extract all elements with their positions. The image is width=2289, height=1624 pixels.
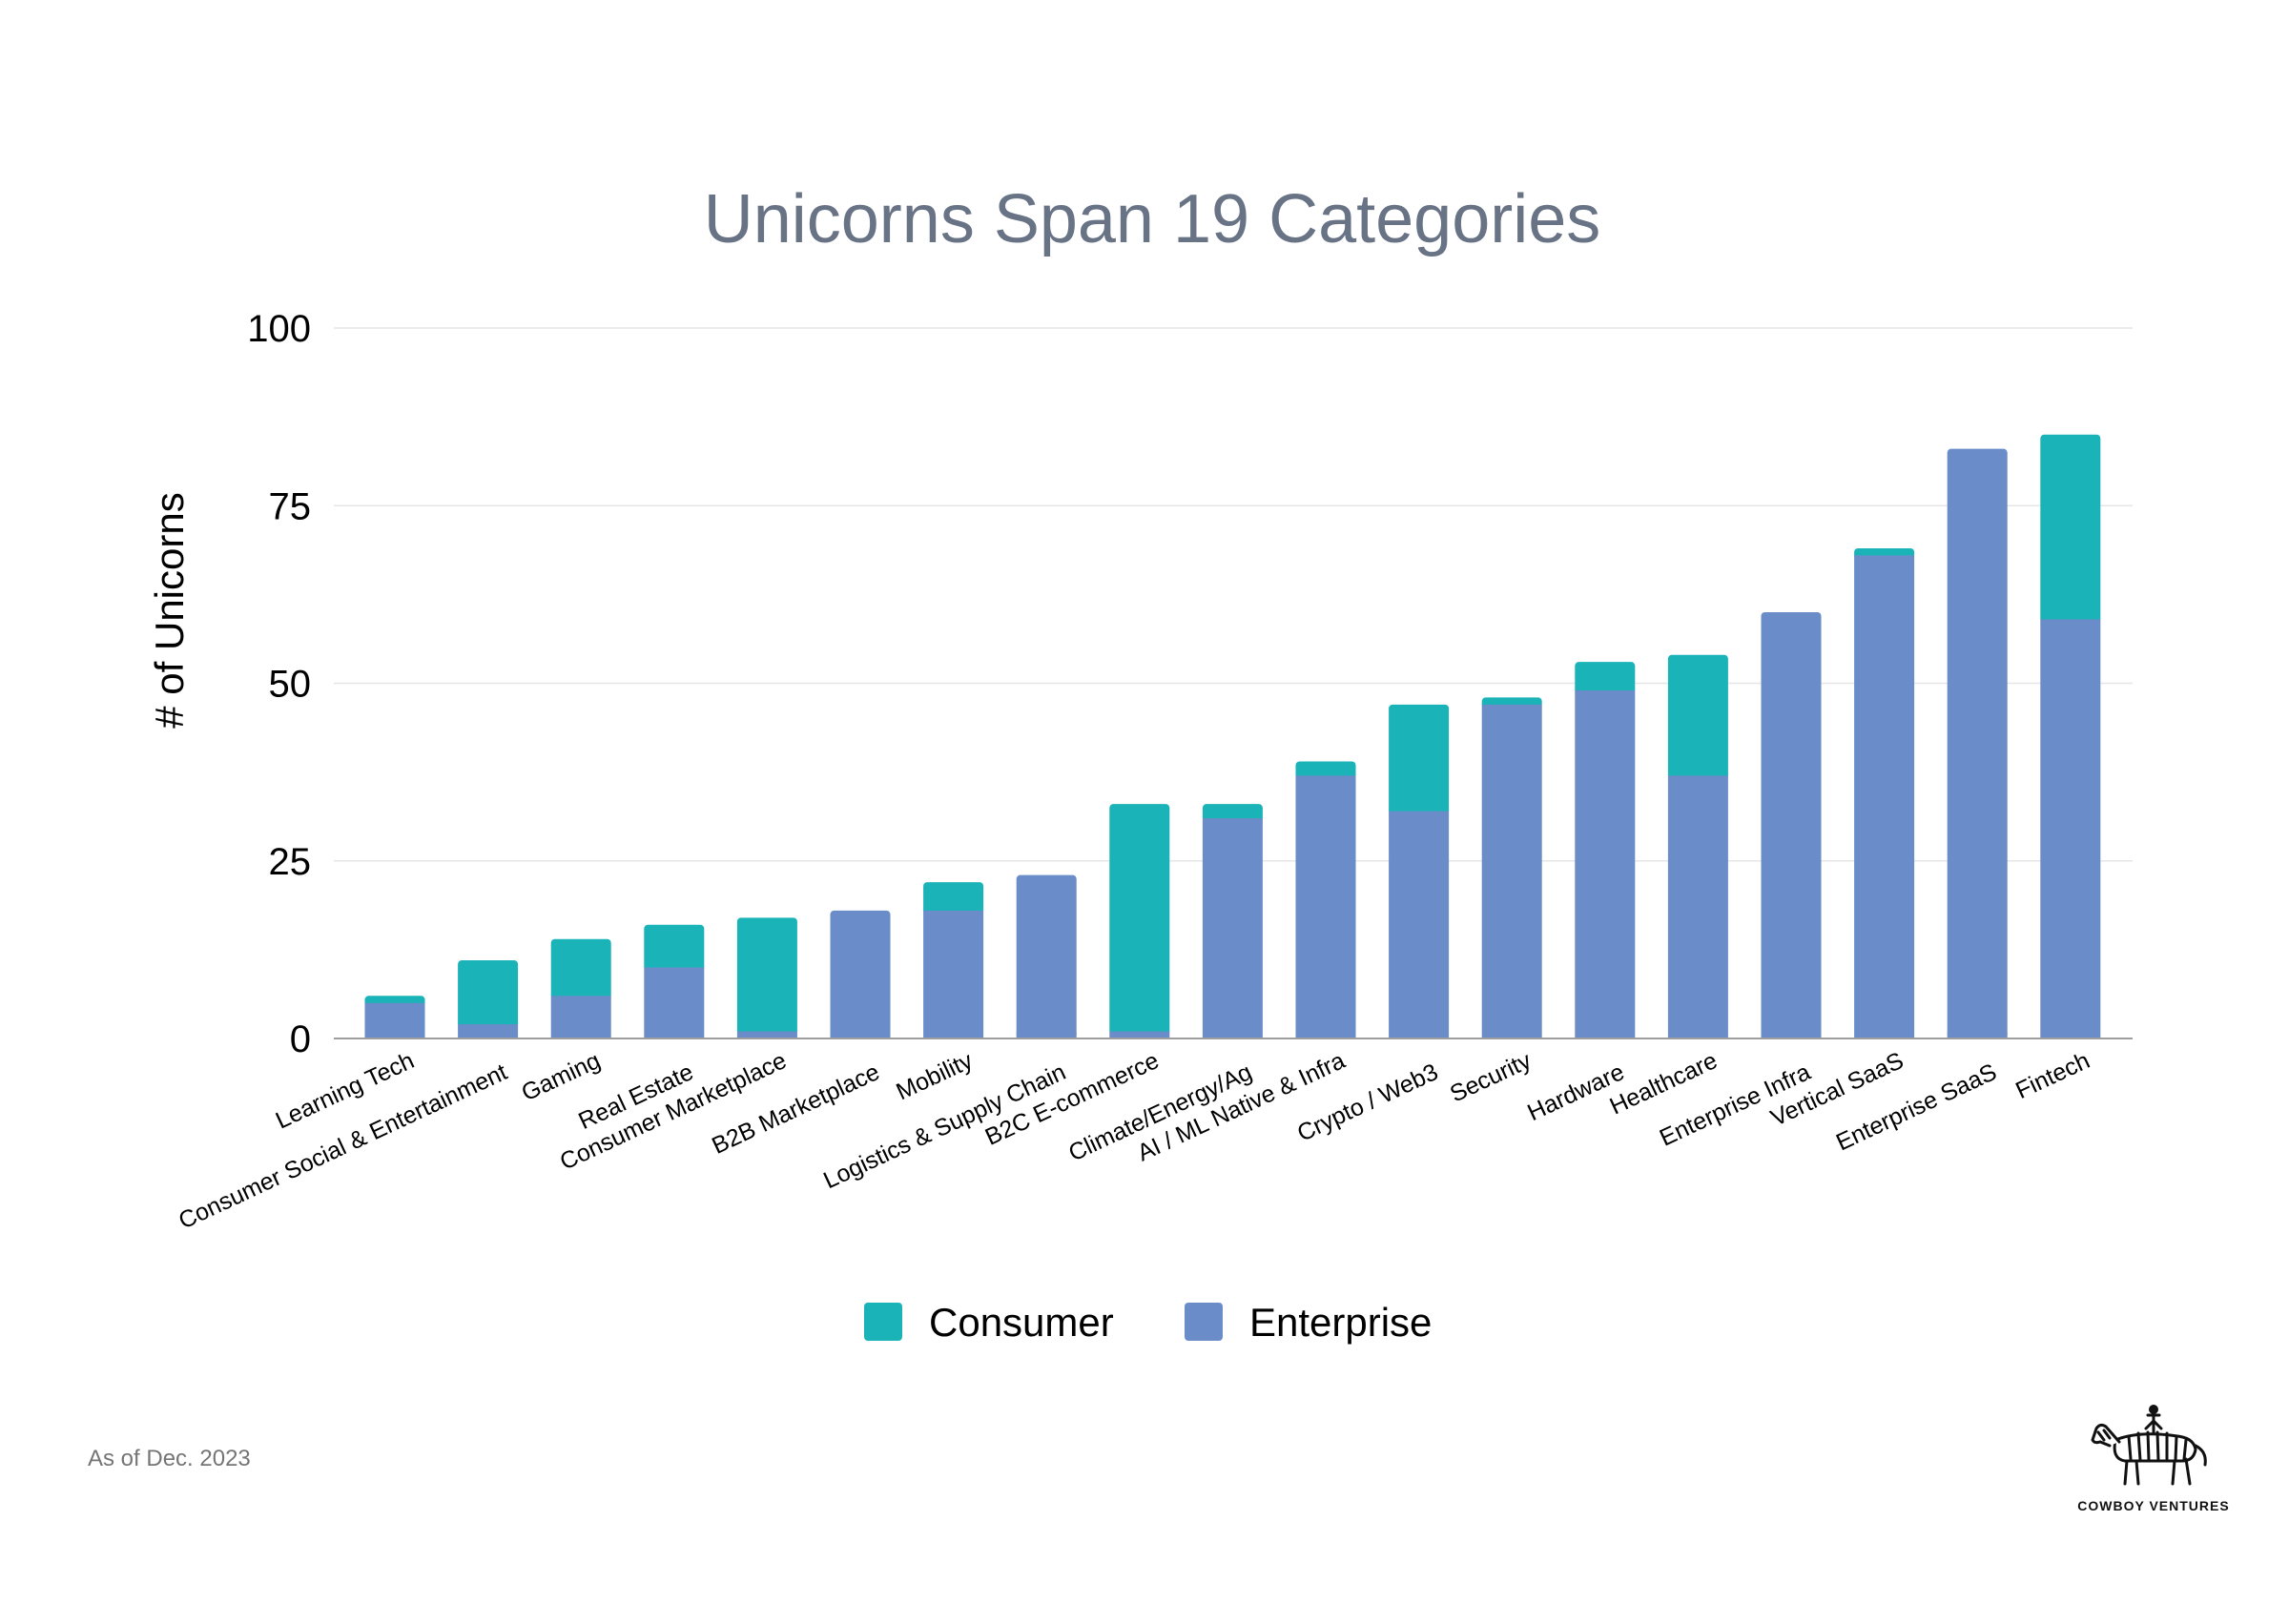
chart-title: Unicorns Span 19 Categories	[704, 181, 1601, 257]
y-axis-ticks: 0 25 50 75 100	[247, 308, 311, 1060]
bar-enterprise	[1854, 555, 1915, 1038]
zebra-with-rider-icon	[2091, 1405, 2207, 1486]
y-tick-label: 0	[290, 1018, 311, 1060]
bar-enterprise-base	[830, 1033, 891, 1038]
bar-enterprise	[550, 996, 611, 1038]
bar-consumer	[2040, 434, 2101, 624]
x-tick-label: Fintech	[2011, 1047, 2093, 1104]
bar-enterprise	[644, 967, 705, 1038]
bar-enterprise	[2040, 619, 2101, 1038]
legend-label-enterprise: Enterprise	[1249, 1300, 1432, 1345]
bar-enterprise	[1202, 818, 1263, 1038]
x-tick-label: Mobility	[892, 1047, 977, 1105]
bar-consumer	[1389, 704, 1450, 815]
bar-enterprise	[1947, 448, 2008, 1038]
bar-enterprise	[1295, 775, 1356, 1038]
bar-consumer	[1667, 654, 1728, 780]
bar-enterprise	[736, 1031, 797, 1038]
legend-swatch-enterprise	[1185, 1303, 1223, 1341]
bar-enterprise	[1389, 811, 1450, 1038]
brand-logo: COWBOY VENTURES	[2049, 1402, 2258, 1513]
bar-consumer	[550, 938, 611, 1000]
bar-consumer	[1109, 804, 1170, 1036]
bar-consumer	[736, 917, 797, 1036]
bar-enterprise-base	[1947, 1033, 2008, 1038]
bar-enterprise	[830, 910, 891, 1038]
y-tick-label: 50	[269, 664, 312, 706]
legend-label-consumer: Consumer	[929, 1300, 1114, 1345]
bar-enterprise-base	[1761, 1033, 1822, 1038]
bar-consumer	[458, 960, 519, 1029]
footnote: As of Dec. 2023	[88, 1446, 251, 1471]
bar-consumer	[1202, 804, 1263, 823]
bar-enterprise	[1016, 874, 1077, 1038]
x-tick-label: Security	[1446, 1047, 1536, 1108]
bar-enterprise	[458, 1024, 519, 1038]
bar-enterprise	[1761, 612, 1822, 1038]
bar-enterprise	[1481, 704, 1542, 1038]
bar-enterprise	[1575, 689, 1636, 1038]
bar-enterprise	[1109, 1031, 1170, 1038]
x-tick-label: Gaming	[518, 1047, 605, 1106]
bar-consumer	[644, 924, 705, 972]
y-tick-label: 100	[247, 308, 311, 350]
bar-consumer	[1295, 761, 1356, 780]
bar-enterprise	[1667, 775, 1728, 1038]
brand-name: COWBOY VENTURES	[2077, 1498, 2230, 1513]
bar-consumer	[1575, 662, 1636, 694]
bar-consumer	[923, 882, 984, 915]
legend-swatch-consumer	[864, 1303, 902, 1341]
bar-enterprise	[923, 910, 984, 1038]
y-axis-label: # of Unicorns	[147, 492, 192, 728]
bar-enterprise	[364, 1002, 425, 1038]
bars	[364, 434, 2101, 1038]
y-tick-label: 25	[269, 841, 312, 883]
bar-enterprise-base	[1016, 1033, 1077, 1038]
y-tick-label: 75	[269, 485, 312, 527]
legend: Consumer Enterprise	[864, 1300, 1432, 1345]
